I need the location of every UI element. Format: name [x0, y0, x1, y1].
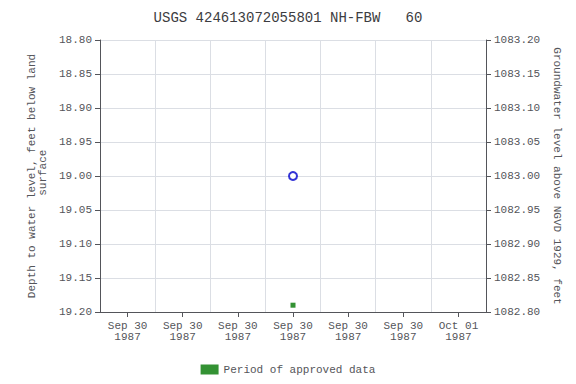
svg-text:1083.15: 1083.15: [494, 68, 540, 80]
svg-text:1987: 1987: [170, 331, 196, 343]
svg-text:1083.20: 1083.20: [494, 34, 540, 46]
svg-text:Period of approved data: Period of approved data: [224, 364, 376, 376]
svg-text:19.20: 19.20: [59, 306, 92, 318]
svg-text:1987: 1987: [225, 331, 251, 343]
svg-text:1083.05: 1083.05: [494, 136, 540, 148]
svg-text:19.15: 19.15: [59, 272, 92, 284]
svg-text:Sep 30: Sep 30: [162, 319, 203, 332]
svg-text:Groundwater level above NGVD 1: Groundwater level above NGVD 1929, feet: [551, 47, 563, 304]
svg-text:1987: 1987: [445, 331, 471, 343]
svg-text:1082.90: 1082.90: [494, 238, 540, 250]
svg-text:Sep 30: Sep 30: [383, 319, 424, 332]
svg-text:1987: 1987: [390, 331, 416, 343]
svg-text:19.05: 19.05: [59, 204, 92, 216]
svg-text:19.10: 19.10: [59, 238, 92, 250]
svg-text:USGS 424613072055801 NH-FBW: USGS 424613072055801 NH-FBW 60: [154, 10, 423, 26]
svg-text:1987: 1987: [335, 331, 361, 343]
svg-text:Sep 30: Sep 30: [328, 319, 368, 332]
svg-text:18.80: 18.80: [59, 34, 92, 46]
svg-text:Oct 01: Oct 01: [438, 319, 479, 332]
svg-text:Sep 30: Sep 30: [273, 319, 313, 332]
svg-text:1082.85: 1082.85: [494, 272, 540, 284]
svg-text:Depth to water level, feet bel: Depth to water level, feet below land: [25, 53, 38, 299]
svg-text:18.90: 18.90: [59, 102, 92, 114]
svg-text:surface: surface: [37, 150, 49, 203]
svg-text:1083.00: 1083.00: [494, 170, 540, 182]
svg-text:1987: 1987: [114, 331, 140, 343]
svg-text:Sep 30: Sep 30: [218, 319, 258, 332]
svg-text:1987: 1987: [280, 331, 306, 343]
svg-text:1083.10: 1083.10: [494, 102, 540, 114]
svg-text:1082.95: 1082.95: [494, 204, 540, 216]
svg-text:18.85: 18.85: [59, 68, 92, 80]
svg-text:19.00: 19.00: [59, 170, 92, 182]
svg-text:Sep 30: Sep 30: [107, 319, 148, 332]
svg-text:18.95: 18.95: [59, 136, 92, 148]
svg-text:1082.80: 1082.80: [494, 306, 540, 318]
